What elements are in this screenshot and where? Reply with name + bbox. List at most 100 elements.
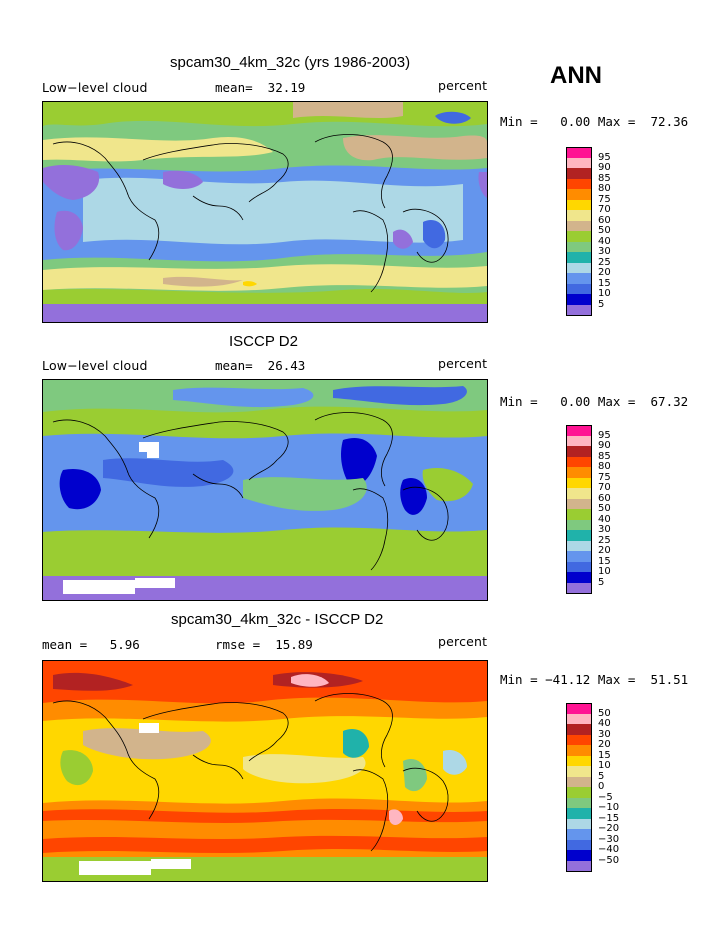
colorbar-swatch	[566, 488, 592, 499]
colorbar-swatch	[566, 734, 592, 746]
colorbar-tick-label: 15	[598, 555, 611, 567]
colorbar-tick-label: 85	[598, 172, 611, 184]
colorbar-swatch	[566, 157, 592, 169]
colorbar-swatch	[566, 178, 592, 190]
colorbar-swatch	[566, 147, 592, 158]
colorbar-swatch	[566, 713, 592, 725]
colorbar-swatch	[566, 808, 592, 819]
colorbar-swatch	[566, 572, 592, 583]
season-label: ANN	[550, 62, 602, 89]
panel3-rmse: rmse = 15.89	[215, 637, 313, 652]
panel2-map-field	[43, 380, 487, 600]
panel2-variable-label: Low−level cloud	[42, 358, 148, 373]
panel1-map	[42, 101, 488, 323]
colorbar-tick-label: 10	[598, 760, 611, 771]
colorbar-swatch	[566, 283, 592, 295]
panel1-variable-label: Low−level cloud	[42, 80, 148, 95]
colorbar-tick-label: 30	[598, 246, 611, 257]
panel2-mean: mean= 26.43	[215, 358, 306, 373]
colorbar-tick-label: 5	[598, 770, 605, 782]
colorbar-tick-label: 25	[598, 256, 611, 268]
colorbar-swatch	[566, 703, 592, 714]
colorbar-swatch	[566, 231, 592, 242]
colorbar-tick-label: 75	[598, 193, 611, 205]
colorbar-tick-label: 20	[598, 545, 611, 556]
colorbar-tick-label: −30	[598, 833, 620, 845]
colorbar-tick-label: −40	[598, 844, 620, 855]
colorbar-tick-label: 50	[598, 225, 611, 236]
colorbar-tick-label: 75	[598, 471, 611, 483]
colorbar-tick-label: 70	[598, 204, 611, 215]
colorbar-swatch	[566, 829, 592, 840]
colorbar-swatch	[566, 519, 592, 531]
panel3-map	[42, 660, 488, 882]
colorbar-swatch	[566, 294, 592, 305]
colorbar-swatch	[566, 220, 592, 232]
colorbar-tick-label: 90	[598, 440, 611, 451]
colorbar-tick-label: 20	[598, 739, 611, 750]
colorbar-tick-label: −15	[598, 812, 620, 824]
panel2-min-max: Min = 0.00 Max = 67.32	[500, 394, 689, 409]
colorbar-tick-label: 20	[598, 267, 611, 278]
colorbar-swatch	[566, 551, 592, 562]
colorbar-swatch	[566, 540, 592, 552]
colorbar-swatch	[566, 252, 592, 263]
colorbar-swatch	[566, 241, 592, 253]
colorbar-tick-label: 15	[598, 277, 611, 289]
colorbar-swatch	[566, 766, 592, 777]
colorbar-swatch	[566, 446, 592, 457]
colorbar-tick-label: 25	[598, 534, 611, 546]
colorbar-swatch	[566, 776, 592, 788]
colorbar-swatch	[566, 787, 592, 798]
colorbar-tick-label: 85	[598, 450, 611, 462]
colorbar-tick-label: 90	[598, 162, 611, 173]
colorbar-swatch	[566, 860, 592, 872]
colorbar-tick-label: 40	[598, 513, 611, 525]
colorbar-tick-label: 80	[598, 461, 611, 472]
panel1-min-max: Min = 0.00 Max = 72.36	[500, 114, 689, 129]
colorbar-swatch	[566, 561, 592, 573]
colorbar-swatch	[566, 304, 592, 316]
colorbar-swatch	[566, 582, 592, 594]
colorbar-swatch	[566, 745, 592, 756]
panel1-map-field	[43, 102, 487, 322]
colorbar-swatch	[566, 755, 592, 767]
colorbar-swatch	[566, 210, 592, 221]
colorbar-tick-label: 95	[598, 151, 611, 163]
colorbar-tick-label: 50	[598, 503, 611, 514]
panel2-title: ISCCP D2	[229, 333, 298, 350]
panel2-units: percent	[438, 356, 488, 371]
colorbar-tick-label: 80	[598, 183, 611, 194]
colorbar-tick-label: −5	[598, 791, 613, 803]
colorbar-tick-label: 10	[598, 288, 611, 299]
panel1-mean: mean= 32.19	[215, 80, 306, 95]
colorbar-tick-label: 40	[598, 235, 611, 247]
colorbar-tick-label: 0	[598, 781, 605, 792]
colorbar-swatch	[566, 530, 592, 541]
panel1-title: spcam30_4km_32c (yrs 1986-2003)	[170, 54, 411, 71]
colorbar-swatch	[566, 850, 592, 861]
colorbar-tick-label: 60	[598, 492, 611, 504]
colorbar-swatch	[566, 273, 592, 284]
colorbar-swatch	[566, 425, 592, 436]
panel1-units: percent	[438, 78, 488, 93]
colorbar-tick-label: 30	[598, 524, 611, 535]
colorbar-swatch	[566, 199, 592, 211]
colorbar-swatch	[566, 262, 592, 274]
colorbar-tick-label: 60	[598, 214, 611, 226]
colorbar-tick-label: 40	[598, 718, 611, 729]
colorbar-swatch	[566, 797, 592, 809]
colorbar-swatch	[566, 818, 592, 830]
colorbar-swatch	[566, 477, 592, 489]
colorbar-tick-label: 5	[598, 576, 605, 588]
colorbar-swatch	[566, 435, 592, 447]
colorbar-tick-label: −20	[598, 823, 620, 834]
colorbar-tick-label: −50	[598, 854, 620, 866]
colorbar-tick-label: 10	[598, 566, 611, 577]
colorbar-swatch	[566, 456, 592, 468]
colorbar-tick-label: 5	[598, 298, 605, 310]
colorbar-tick-label: 30	[598, 728, 611, 740]
colorbar-swatch	[566, 189, 592, 200]
colorbar-swatch	[566, 839, 592, 851]
panel3-map-field	[43, 661, 487, 881]
